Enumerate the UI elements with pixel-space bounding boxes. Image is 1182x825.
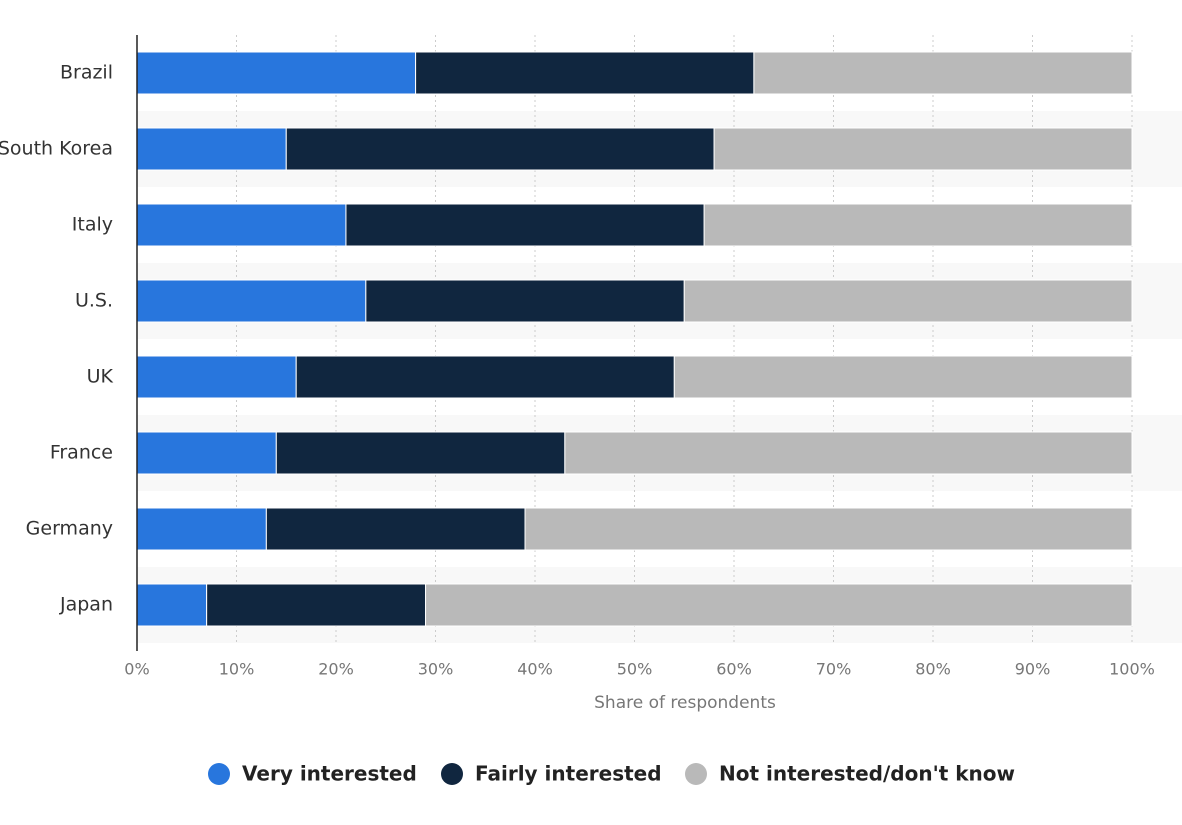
bar-segment: [703, 203, 1133, 247]
y-tick-label: Italy: [72, 214, 113, 236]
y-tick-label: Germany: [26, 518, 113, 540]
bar-segment: [136, 203, 347, 247]
bar-segment: [713, 127, 1133, 171]
bar-segment: [136, 51, 417, 95]
x-tick-label: 50%: [617, 660, 653, 679]
x-tick-label: 0%: [124, 660, 149, 679]
y-tick-label: Japan: [59, 594, 113, 616]
bar-segment: [673, 355, 1133, 399]
bar-segment: [295, 355, 675, 399]
bar-segment: [206, 583, 427, 627]
y-tick-label: Brazil: [60, 62, 113, 84]
x-tick-label: 80%: [915, 660, 951, 679]
bar-segment: [136, 507, 267, 551]
legend-label: Not interested/don't know: [719, 762, 1015, 786]
bar-segment: [425, 583, 1133, 627]
bar-segment: [683, 279, 1133, 323]
x-tick-label: 100%: [1109, 660, 1155, 679]
legend-label: Very interested: [242, 762, 417, 786]
y-tick-label: UK: [87, 366, 114, 388]
bar-segment: [265, 507, 526, 551]
bar-segment: [275, 431, 566, 475]
x-tick-label: 60%: [716, 660, 752, 679]
bar-segment: [564, 431, 1133, 475]
bar-segment: [285, 127, 715, 171]
bar-segment: [136, 431, 277, 475]
y-tick-label: South Korea: [0, 138, 113, 160]
x-tick-label: 70%: [816, 660, 852, 679]
x-axis-title: Share of respondents: [594, 693, 776, 713]
bar-segment: [365, 279, 685, 323]
bar-segment: [345, 203, 705, 247]
x-tick-label: 20%: [318, 660, 354, 679]
legend-marker: [208, 763, 230, 785]
legend-marker: [685, 763, 707, 785]
bar-segment: [136, 583, 208, 627]
x-tick-label: 30%: [418, 660, 454, 679]
legend-label: Fairly interested: [475, 762, 662, 786]
bar-segment: [524, 507, 1133, 551]
bar-segment: [136, 127, 287, 171]
bar-segment: [136, 279, 367, 323]
legend-marker: [441, 763, 463, 785]
bar-segment: [753, 51, 1133, 95]
y-tick-label: U.S.: [75, 290, 113, 312]
x-tick-label: 10%: [219, 660, 255, 679]
bar-segment: [136, 355, 297, 399]
bar-segment: [415, 51, 755, 95]
y-tick-label: France: [50, 442, 113, 464]
x-tick-label: 40%: [517, 660, 553, 679]
x-tick-label: 90%: [1015, 660, 1051, 679]
